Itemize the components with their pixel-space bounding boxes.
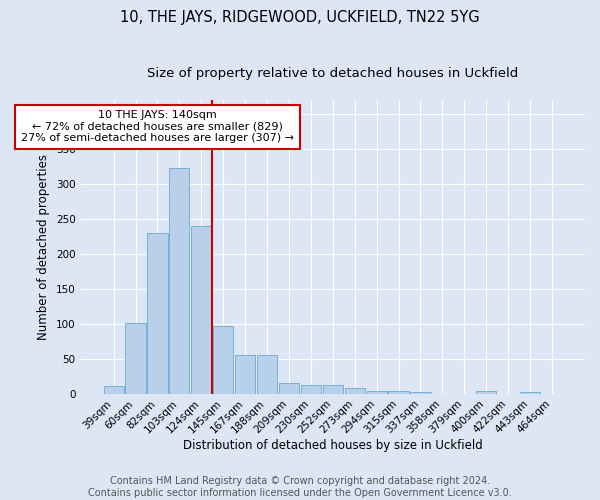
Bar (279, 383, 299, 394)
Bar (257, 355, 277, 394)
Bar (323, 385, 343, 394)
Bar (125, 323, 146, 394)
Text: 10 THE JAYS: 140sqm
← 72% of detached houses are smaller (829)
27% of semi-detac: 10 THE JAYS: 140sqm ← 72% of detached ho… (21, 110, 294, 144)
Y-axis label: Number of detached properties: Number of detached properties (37, 154, 50, 340)
Bar (388, 391, 409, 394)
Bar (301, 384, 321, 394)
Bar (148, 234, 167, 394)
X-axis label: Distribution of detached houses by size in Uckfield: Distribution of detached houses by size … (183, 440, 483, 452)
Bar (104, 386, 124, 394)
Bar (476, 391, 496, 394)
Bar (191, 226, 211, 394)
Title: Size of property relative to detached houses in Uckfield: Size of property relative to detached ho… (147, 68, 518, 80)
Bar (235, 355, 255, 394)
Bar (520, 392, 540, 394)
Bar (410, 392, 431, 394)
Bar (367, 391, 387, 394)
Text: 10, THE JAYS, RIDGEWOOD, UCKFIELD, TN22 5YG: 10, THE JAYS, RIDGEWOOD, UCKFIELD, TN22 … (120, 10, 480, 25)
Bar (344, 388, 365, 394)
Bar (169, 168, 190, 394)
Bar (213, 326, 233, 394)
Text: Contains HM Land Registry data © Crown copyright and database right 2024.
Contai: Contains HM Land Registry data © Crown c… (88, 476, 512, 498)
